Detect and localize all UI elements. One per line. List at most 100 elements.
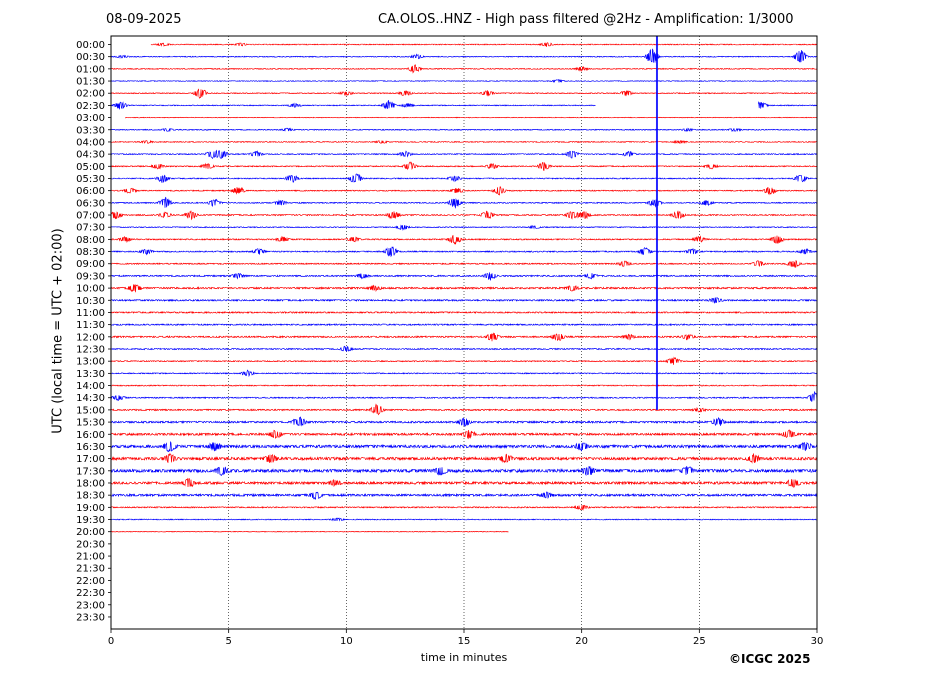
- y-tick-label-18:00: 18:00: [76, 478, 105, 489]
- date-label: 08-09-2025: [106, 12, 182, 27]
- trace-07:30: [110, 224, 818, 231]
- trace-08:30: [110, 246, 818, 258]
- y-tick-label-08:30: 08:30: [76, 247, 105, 258]
- trace-19:30: [110, 517, 818, 522]
- trace-06:00: [110, 186, 818, 196]
- x-tick-label-25: 25: [693, 636, 706, 647]
- y-tick-label-01:30: 01:30: [76, 77, 105, 88]
- y-tick-label-14:30: 14:30: [76, 393, 105, 404]
- trace-00:30: [110, 48, 818, 63]
- trace-07:00: [110, 210, 818, 221]
- trace-11:30: [110, 323, 818, 327]
- trace-19:00: [110, 504, 818, 511]
- y-tick-label-12:30: 12:30: [76, 345, 105, 356]
- y-tick-label-02:30: 02:30: [76, 101, 105, 112]
- y-tick-label-13:30: 13:30: [76, 369, 105, 380]
- y-tick-label-05:00: 05:00: [76, 162, 105, 173]
- trace-11:00: [110, 310, 818, 315]
- trace-04:00: [110, 139, 818, 145]
- y-tick-label-21:30: 21:30: [76, 564, 105, 575]
- trace-02:00: [110, 88, 817, 99]
- y-tick-label-09:30: 09:30: [76, 271, 105, 282]
- trace-16:30: [110, 440, 818, 453]
- y-tick-label-17:00: 17:00: [76, 454, 105, 465]
- y-tick-label-00:00: 00:00: [76, 40, 105, 51]
- trace-03:00: [125, 116, 817, 119]
- trace-02:30: [110, 100, 596, 110]
- vertical-gridlines: [228, 36, 700, 629]
- trace-16:00: [110, 429, 818, 440]
- y-tick-label-23:30: 23:30: [76, 612, 105, 623]
- y-tick-label-19:30: 19:30: [76, 515, 105, 526]
- y-tick-label-20:30: 20:30: [76, 539, 105, 550]
- x-tick-label-15: 15: [458, 636, 471, 647]
- x-tick-label-5: 5: [225, 636, 231, 647]
- trace-05:00: [110, 161, 818, 171]
- trace-18:30: [110, 491, 818, 500]
- trace-08:00: [110, 235, 818, 245]
- y-tick-label-09:00: 09:00: [76, 259, 105, 270]
- y-tick-label-07:30: 07:30: [76, 223, 105, 234]
- trace-06:30: [110, 196, 818, 209]
- y-tick-label-11:30: 11:30: [76, 320, 105, 331]
- trace-00:00: [150, 42, 817, 47]
- trace-04:30: [110, 149, 818, 160]
- copyright-label: ©ICGC 2025: [729, 652, 811, 666]
- y-tick-label-23:00: 23:00: [76, 600, 105, 611]
- y-tick-label-19:00: 19:00: [76, 503, 105, 514]
- trace-12:30: [110, 345, 818, 353]
- y-tick-label-10:00: 10:00: [76, 284, 105, 295]
- trace-13:30: [110, 369, 818, 378]
- trace-14:30: [110, 390, 818, 402]
- y-tick-label-08:00: 08:00: [76, 235, 105, 246]
- y-tick-label-02:00: 02:00: [76, 89, 105, 100]
- y-tick-label-10:30: 10:30: [76, 296, 105, 307]
- trace-01:30: [110, 78, 818, 83]
- y-tick-label-15:00: 15:00: [76, 405, 105, 416]
- trace-20:00: [110, 530, 509, 533]
- trace-12:00: [110, 332, 818, 342]
- trace-15:30: [110, 416, 818, 427]
- trace-10:30: [110, 296, 818, 304]
- trace-03:30: [111, 127, 818, 132]
- seismic-traces: [110, 42, 818, 533]
- y-tick-label-17:30: 17:30: [76, 466, 105, 477]
- x-tick-label-10: 10: [340, 636, 353, 647]
- y-tick-label-06:00: 06:00: [76, 186, 105, 197]
- y-tick-label-18:30: 18:30: [76, 491, 105, 502]
- y-tick-label-01:00: 01:00: [76, 64, 105, 75]
- x-tick-label-30: 30: [811, 636, 824, 647]
- trace-14:00: [110, 384, 818, 387]
- y-tick-label-03:00: 03:00: [76, 113, 105, 124]
- trace-18:00: [110, 477, 818, 488]
- y-tick-label-05:30: 05:30: [76, 174, 105, 185]
- y-tick-label-20:00: 20:00: [76, 527, 105, 538]
- y-tick-label-22:00: 22:00: [76, 576, 105, 587]
- y-tick-label-03:30: 03:30: [76, 125, 105, 136]
- y-tick-label-12:00: 12:00: [76, 332, 105, 343]
- y-tick-label-04:30: 04:30: [76, 150, 105, 161]
- trace-09:30: [110, 272, 818, 281]
- x-axis-label: time in minutes: [420, 651, 508, 664]
- x-tick-label-0: 0: [108, 636, 114, 647]
- y-tick-label-00:30: 00:30: [76, 52, 105, 63]
- y-tick-label-07:00: 07:00: [76, 211, 105, 222]
- y-tick-label-15:30: 15:30: [76, 418, 105, 429]
- y-tick-label-06:30: 06:30: [76, 198, 105, 209]
- trace-10:00: [110, 284, 818, 293]
- trace-01:00: [110, 64, 818, 74]
- trace-17:00: [110, 452, 818, 464]
- trace-15:00: [111, 403, 818, 416]
- trace-13:00: [110, 356, 818, 365]
- y-tick-label-04:00: 04:00: [76, 137, 105, 148]
- y-tick-label-22:30: 22:30: [76, 588, 105, 599]
- trace-09:00: [110, 259, 818, 268]
- y-tick-label-21:00: 21:00: [76, 552, 105, 563]
- y-tick-label-14:00: 14:00: [76, 381, 105, 392]
- trace-17:30: [110, 465, 818, 476]
- x-tick-label-20: 20: [575, 636, 588, 647]
- y-tick-label-11:00: 11:00: [76, 308, 105, 319]
- y-tick-label-16:30: 16:30: [76, 442, 105, 453]
